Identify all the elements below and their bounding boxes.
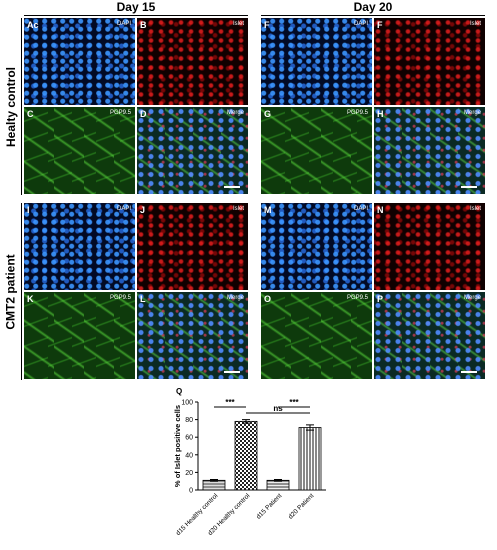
significance-label: ***	[289, 398, 299, 407]
panel-letter: B	[140, 20, 147, 30]
panel-label: Islet	[469, 21, 481, 27]
micrograph: O PGP9.5	[261, 292, 372, 379]
micrograph: F Islet	[374, 18, 485, 105]
x-tick-label: d15 Healthy control	[175, 492, 220, 537]
panel-label: PGP9.5	[346, 110, 368, 116]
scale-bar	[224, 371, 240, 373]
panel-label: Islet	[232, 206, 244, 212]
column-header: Day 15	[116, 0, 156, 14]
panel-label: PGP9.5	[346, 295, 368, 301]
panel-letter: G	[264, 109, 272, 119]
micrograph: C PGP9.5	[24, 107, 135, 194]
bar	[266, 479, 290, 491]
error-bar	[274, 478, 282, 482]
error-bar	[210, 478, 218, 482]
panel-letter: P	[377, 294, 384, 304]
column-header: Day 20	[353, 0, 393, 14]
panel-letter: I	[27, 205, 30, 215]
scale-bar	[461, 186, 477, 188]
y-tick-label: 0	[189, 488, 193, 495]
bar	[298, 427, 322, 491]
micrograph: H Merge	[374, 107, 485, 194]
micrograph: N Islet	[374, 203, 485, 290]
panel-label: DAPI	[116, 206, 131, 212]
row-rule	[21, 203, 22, 380]
bar	[202, 479, 226, 491]
scale-bar	[461, 371, 477, 373]
panel-letter: D	[140, 109, 147, 119]
significance-label: ns	[273, 404, 283, 413]
panel-label: PGP9.5	[109, 110, 131, 116]
panel-label: Merge	[463, 295, 481, 301]
micrograph: G PGP9.5	[261, 107, 372, 194]
panel-label: Merge	[463, 110, 481, 116]
panel-label: Islet	[232, 21, 244, 27]
row-label: CMT2 patient	[4, 253, 18, 330]
x-tick-label: d15 Patient	[255, 492, 283, 520]
panel-label: Merge	[226, 295, 244, 301]
significance-label: ***	[225, 398, 235, 407]
micrograph: Ac DAPI	[24, 18, 135, 105]
panel-letter: L	[140, 294, 146, 304]
micrograph: K PGP9.5	[24, 292, 135, 379]
panel-letter: H	[377, 109, 384, 119]
panel-letter: O	[264, 294, 272, 304]
header-rule	[24, 15, 248, 16]
panel-label: PGP9.5	[109, 295, 131, 301]
micrograph: L Merge	[137, 292, 248, 379]
y-tick-label: 20	[185, 470, 193, 477]
y-tick-label: 80	[185, 417, 193, 424]
row-rule	[21, 18, 22, 195]
y-tick-label: 100	[181, 400, 193, 407]
panel-letter: K	[27, 294, 34, 304]
y-axis-label: % of Islet positive cells	[173, 405, 182, 487]
micrograph: D Merge	[137, 107, 248, 194]
micrograph: B Islet	[137, 18, 248, 105]
micrograph: I DAPI	[24, 203, 135, 290]
error-bar	[306, 424, 314, 431]
x-tick-label: d20 Patient	[287, 492, 315, 520]
y-tick-label: 40	[185, 452, 193, 459]
error-bar	[242, 419, 250, 424]
micrograph: F DAPI	[261, 18, 372, 105]
row-label: Healty control	[4, 66, 19, 147]
panel-letter: J	[140, 205, 146, 215]
micrograph: J Islet	[137, 203, 248, 290]
header-rule	[261, 15, 485, 16]
panel-letter: M	[264, 205, 272, 215]
panel-label: Islet	[469, 206, 481, 212]
panel-letter: N	[377, 205, 384, 215]
row-label-box: CMT2 patient	[0, 203, 22, 380]
panel-label: DAPI	[353, 206, 368, 212]
panel-label: DAPI	[353, 21, 368, 27]
y-tick-label: 60	[185, 435, 193, 442]
panel-letter: Q	[176, 387, 182, 396]
panel-letter: Ac	[27, 20, 39, 30]
panel-label: Merge	[226, 110, 244, 116]
bar	[234, 420, 258, 491]
scale-bar	[224, 186, 240, 188]
panel-letter: F	[377, 20, 383, 30]
panel-letter: F	[264, 20, 270, 30]
x-tick-label: d20 Healthy control	[207, 492, 252, 537]
panel-letter: C	[27, 109, 34, 119]
row-label-box: Healty control	[0, 18, 22, 195]
micrograph: M DAPI	[261, 203, 372, 290]
panel-label: DAPI	[116, 21, 131, 27]
micrograph: P Merge	[374, 292, 485, 379]
